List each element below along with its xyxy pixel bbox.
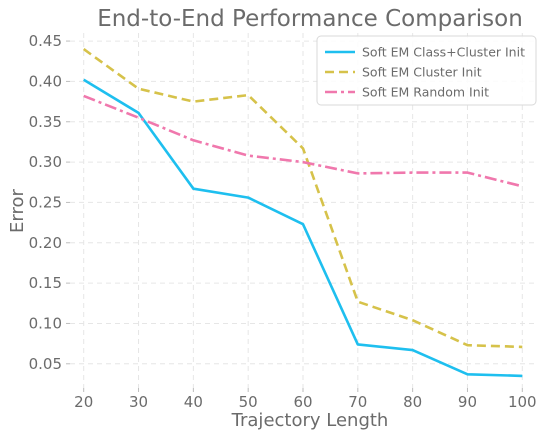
legend-label-3: Soft EM Random Init — [362, 85, 489, 100]
x-axis-label: Trajectory Length — [231, 410, 389, 431]
x-tick-label: 60 — [293, 393, 312, 411]
x-tick-label: 90 — [458, 393, 477, 411]
y-tick-label: 0.05 — [29, 355, 62, 373]
series-line-1 — [83, 78, 523, 378]
x-tick-label: 20 — [74, 393, 93, 411]
x-tick-label: 30 — [129, 393, 148, 411]
y-tick-label: 0.30 — [29, 153, 62, 171]
legend: Soft EM Class+Cluster Init Soft EM Cluste… — [316, 35, 537, 106]
chart-title: End-to-End Performance Comparison — [97, 6, 523, 32]
y-tick-label: 0.35 — [29, 113, 62, 131]
series-line-3 — [83, 94, 523, 188]
legend-label-2: Soft EM Cluster Init — [362, 65, 482, 80]
series-lines — [82, 48, 523, 378]
series-line-2 — [82, 48, 523, 349]
y-tick-label: 0.15 — [29, 274, 62, 292]
x-tick-label: 40 — [184, 393, 203, 411]
legend-label-1: Soft EM Class+Cluster Init — [362, 45, 525, 60]
x-tick-label: 100 — [508, 393, 537, 411]
y-tick-label: 0.45 — [29, 32, 62, 50]
x-tick-label: 50 — [239, 393, 258, 411]
y-axis-label: Error — [7, 188, 28, 232]
x-tick-label: 80 — [403, 393, 422, 411]
y-tick-label: 0.25 — [29, 193, 62, 211]
y-tick-label: 0.10 — [29, 314, 62, 332]
y-tick-label: 0.40 — [29, 72, 62, 90]
x-tick-label: 70 — [348, 393, 367, 411]
y-tick-label: 0.20 — [29, 234, 62, 252]
axis-ticks: 20 30 40 50 60 70 80 90 100 0.05 0.10 0.15 0.20 0.25 0… — [29, 32, 537, 411]
legend-frame — [316, 35, 537, 106]
